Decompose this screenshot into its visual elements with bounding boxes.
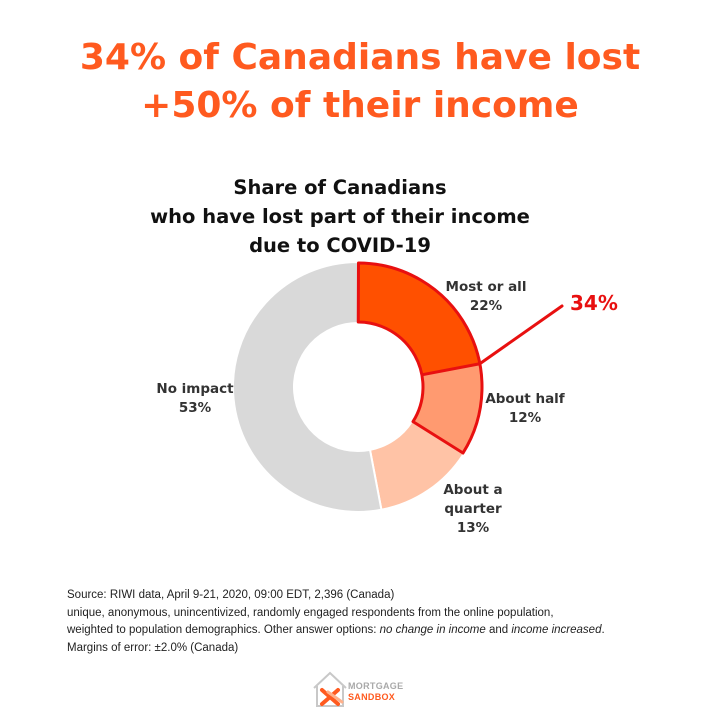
donut-highlight — [356, 261, 564, 455]
highlight-outline — [356, 261, 484, 455]
source-line-3-c: . — [601, 624, 605, 636]
source-line-1: Source: RIWI data, April 9-21, 2020, 09:… — [67, 589, 395, 601]
chart-title-line-2: who have lost part of their income — [150, 205, 530, 228]
highlight-leader-line — [478, 304, 564, 366]
highlight-callout: 34% — [570, 291, 618, 315]
slice-label-most-or-all-name: Most or all — [445, 279, 527, 295]
source-line-2: unique, anonymous, unincentivized, rando… — [67, 606, 554, 619]
chart-title-line-1: Share of Canadians — [233, 176, 447, 199]
slice-label-about-half: About half 12% — [470, 390, 580, 428]
slice-label-about-a-quarter-line-1: About a — [443, 482, 503, 498]
logo-text-line-1: MORTGAGE — [348, 681, 404, 691]
source-line-3-b: and — [485, 624, 512, 636]
logo-house-icon — [313, 671, 347, 707]
slice-label-about-half-name: About half — [485, 391, 565, 407]
source-line-3: weighted to population demographics. Oth… — [67, 622, 687, 640]
highlight-divider — [421, 362, 481, 377]
slice-label-no-impact: No impact 53% — [140, 380, 250, 418]
source-line-3-a: weighted to population demographics. Oth… — [67, 624, 380, 636]
chart-title: Share of Canadians who have lost part of… — [120, 173, 560, 260]
mortgage-sandbox-logo: MORTGAGE SANDBOX — [312, 668, 422, 710]
source-line-3-em-1: no change in income — [379, 624, 486, 636]
slice-label-most-or-all: Most or all 22% — [431, 278, 541, 316]
source-line-4: Margins of error: ±2.0% (Canada) — [67, 641, 239, 654]
source-line-3-em-2: income increased — [511, 624, 602, 636]
logo-text: MORTGAGE SANDBOX — [348, 681, 403, 703]
slice-label-no-impact-name: No impact — [156, 381, 234, 397]
slice-label-no-impact-value: 53% — [178, 400, 212, 416]
slice-label-about-a-quarter-value: 13% — [456, 520, 490, 536]
slice-label-most-or-all-value: 22% — [469, 298, 503, 314]
slice-label-about-half-value: 12% — [508, 410, 542, 426]
headline: 34% of Canadians have lost +50% of their… — [0, 34, 720, 130]
slice-label-about-a-quarter: About a quarter 13% — [418, 481, 528, 538]
donut-slice-no-impact — [232, 260, 383, 513]
headline-line-2: +50% of their income — [141, 85, 579, 126]
slice-label-about-a-quarter-line-2: quarter — [444, 501, 502, 517]
source-note: Source: RIWI data, April 9-21, 2020, 09:… — [67, 587, 687, 657]
logo-text-line-2: SANDBOX — [348, 692, 396, 702]
headline-line-1: 34% of Canadians have lost — [79, 37, 641, 78]
chart-title-line-3: due to COVID-19 — [249, 234, 431, 257]
